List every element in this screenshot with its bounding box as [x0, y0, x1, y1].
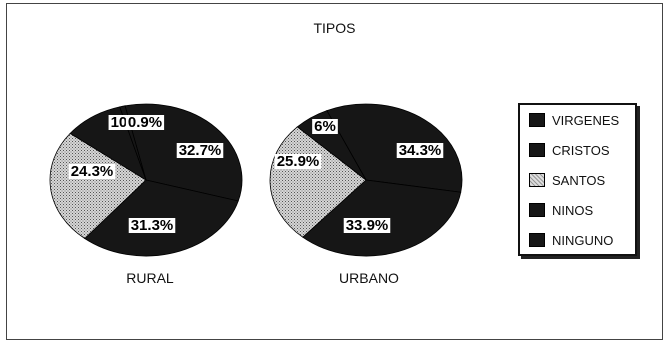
- data-label-rural-virgenes: 32.7%: [176, 142, 224, 159]
- svg-text:0.9%: 0.9%: [128, 114, 162, 131]
- legend-label-ninos: NINOS: [552, 202, 594, 218]
- pie-name-rural: RURAL: [126, 270, 174, 286]
- legend-item-cristos: CRISTOS: [529, 141, 610, 159]
- legend-item-virgenes: VIRGENES: [529, 111, 619, 129]
- chart-legend: VIRGENES CRISTOS SANTOS NINOS NINGUNO: [518, 103, 637, 256]
- svg-text:33.9%: 33.9%: [346, 217, 389, 234]
- data-label-rural-cristos: 0.9%: [125, 114, 165, 131]
- pie-slice-rural-santos: [49, 132, 147, 240]
- legend-label-ninguno: NINGUNO: [552, 232, 614, 248]
- pie-name-urbano: URBANO: [339, 270, 399, 286]
- pie-slice-urbano-ninguno: [302, 179, 462, 257]
- legend-swatch-cristos: [529, 143, 545, 157]
- chart-frame: [6, 3, 663, 340]
- legend-item-ninguno: NINGUNO: [529, 231, 613, 249]
- svg-text:32.7%: 32.7%: [179, 142, 222, 159]
- data-label-urbano-santos: 25.9%: [274, 153, 322, 170]
- data-label-urbano-cristos: 6%: [312, 118, 338, 135]
- data-label-urbano-virgenes: 34.3%: [396, 142, 444, 159]
- legend-swatch-virgenes: [529, 113, 545, 127]
- legend-swatch-ninguno: [529, 233, 545, 247]
- pie-slice-rural-ninguno: [84, 179, 239, 257]
- data-label-rural-santos: 24.3%: [68, 163, 116, 180]
- legend-item-santos: SANTOS: [529, 171, 605, 189]
- data-label-urbano-ninguno: 33.9%: [343, 217, 391, 234]
- legend-label-cristos: CRISTOS: [552, 142, 610, 158]
- svg-text:31.3%: 31.3%: [131, 217, 174, 234]
- svg-text:34.3%: 34.3%: [399, 142, 442, 159]
- legend-label-virgenes: VIRGENES: [552, 112, 620, 128]
- legend-label-santos: SANTOS: [552, 172, 606, 188]
- legend-swatch-santos: [529, 173, 545, 187]
- svg-text:6%: 6%: [314, 118, 336, 135]
- chart-title: TIPOS: [313, 20, 356, 36]
- svg-text:25.9%: 25.9%: [277, 153, 320, 170]
- legend-item-ninos: NINOS: [529, 201, 593, 219]
- legend-swatch-ninos: [529, 203, 545, 217]
- svg-text:24.3%: 24.3%: [71, 163, 114, 180]
- data-label-rural-ninguno: 31.3%: [128, 217, 176, 234]
